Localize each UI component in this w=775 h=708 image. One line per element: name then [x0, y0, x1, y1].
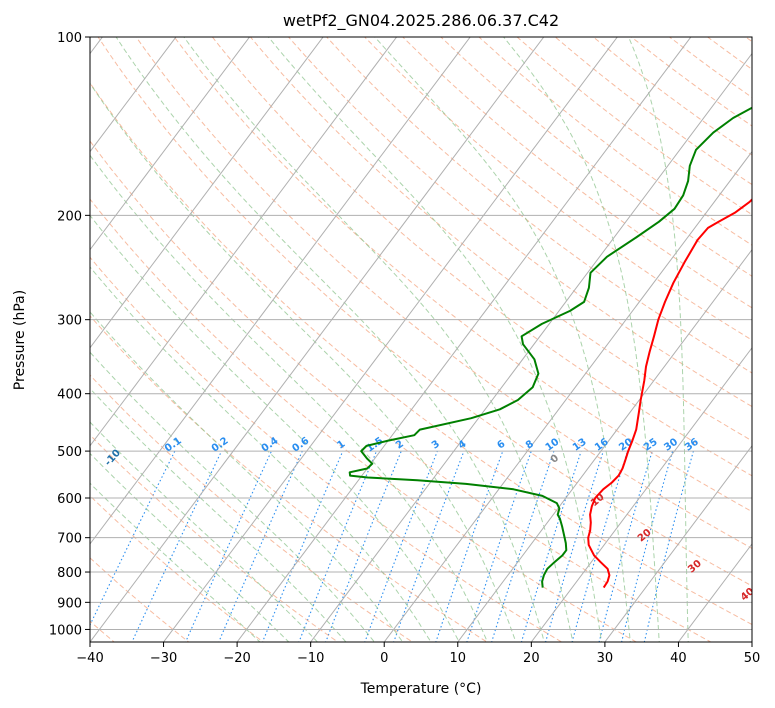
y-tick-label: 600	[57, 492, 82, 507]
isotherm-line	[236, 37, 692, 642]
plot-frame	[89, 36, 753, 643]
x-axis-ticks: −40 −30 −20 −10 0 10 20 30 40 50	[76, 642, 760, 666]
x-tick-label: −30	[150, 651, 177, 666]
y-tick-label: 700	[57, 532, 82, 547]
y-tick-label: 500	[57, 445, 82, 460]
y-tick-label: 1000	[49, 623, 82, 638]
isotherm-line	[530, 346, 752, 642]
isobars	[90, 37, 752, 630]
plot-area: 0.10.20.40.611.52346810131620253036-100-…	[90, 37, 752, 642]
isotherm-line	[162, 37, 618, 642]
x-tick-label: 10	[450, 651, 467, 666]
dry-adiabat-line	[211, 37, 752, 477]
isotherm-line	[457, 248, 752, 642]
dewpoint-profile-line	[348, 106, 752, 588]
x-axis-title: Temperature (°C)	[360, 681, 482, 697]
dry-adiabat-line	[90, 198, 638, 642]
dry-adiabat-line	[440, 37, 752, 277]
isotherm-line	[90, 37, 177, 153]
dry-adiabat-line	[90, 256, 563, 642]
isotherm-line	[90, 37, 471, 545]
dry-adiabat-line	[173, 37, 752, 513]
isotherm-line	[677, 543, 752, 642]
dry-adiabat-line	[90, 82, 752, 626]
dry-adiabat-line	[325, 37, 752, 374]
dry-adiabat-line	[287, 37, 752, 408]
dry-adiabat-line	[516, 37, 752, 216]
y-axis-title: Pressure (hPa)	[12, 290, 28, 390]
y-tick-label: 400	[57, 388, 82, 403]
skewed-isotherms	[90, 37, 752, 642]
isotherm-line	[90, 37, 251, 251]
x-tick-label: 0	[380, 651, 388, 666]
isotherm-line	[604, 445, 752, 642]
y-tick-label: 100	[57, 31, 82, 46]
x-tick-label: 20	[523, 651, 540, 666]
chart-title: wetPf2_GN04.2025.286.06.37.C42	[283, 11, 559, 31]
x-tick-label: 40	[670, 651, 687, 666]
x-tick-label: 50	[744, 651, 761, 666]
dry-adiabat-line	[97, 37, 752, 587]
x-tick-label: −40	[76, 651, 103, 666]
moist-adiabat-line	[90, 214, 460, 642]
temperature-profile-line	[587, 198, 752, 589]
moist-adiabat-line	[115, 37, 545, 642]
y-axis-ticks: 100 200 300 400 500 600 700 800 900 1000	[49, 31, 90, 638]
x-tick-label: −10	[297, 651, 324, 666]
x-tick-label: 30	[597, 651, 614, 666]
dry-adiabat-line	[249, 37, 752, 442]
sounding-profiles	[348, 106, 752, 589]
isotherm-line	[90, 37, 398, 447]
moist-adiabat-line	[90, 266, 432, 642]
isotherm-line	[90, 37, 545, 642]
moist-adiabat-line	[268, 37, 603, 642]
y-tick-label: 300	[57, 314, 82, 329]
y-tick-label: 900	[57, 596, 82, 611]
y-tick-label: 200	[57, 209, 82, 224]
dry-adiabat-line	[592, 37, 752, 156]
dry-adiabat-line	[364, 37, 752, 341]
isotherm-line	[383, 150, 752, 642]
dry-adiabat-line	[90, 434, 339, 642]
dry-adiabat-line	[478, 37, 752, 246]
isotherm-line	[90, 37, 324, 349]
isotherm-line	[310, 52, 752, 642]
y-tick-label: 800	[57, 566, 82, 581]
moist-adiabat-line	[90, 311, 404, 642]
dry-adiabat-line	[90, 495, 265, 642]
x-tick-label: −20	[223, 651, 250, 666]
